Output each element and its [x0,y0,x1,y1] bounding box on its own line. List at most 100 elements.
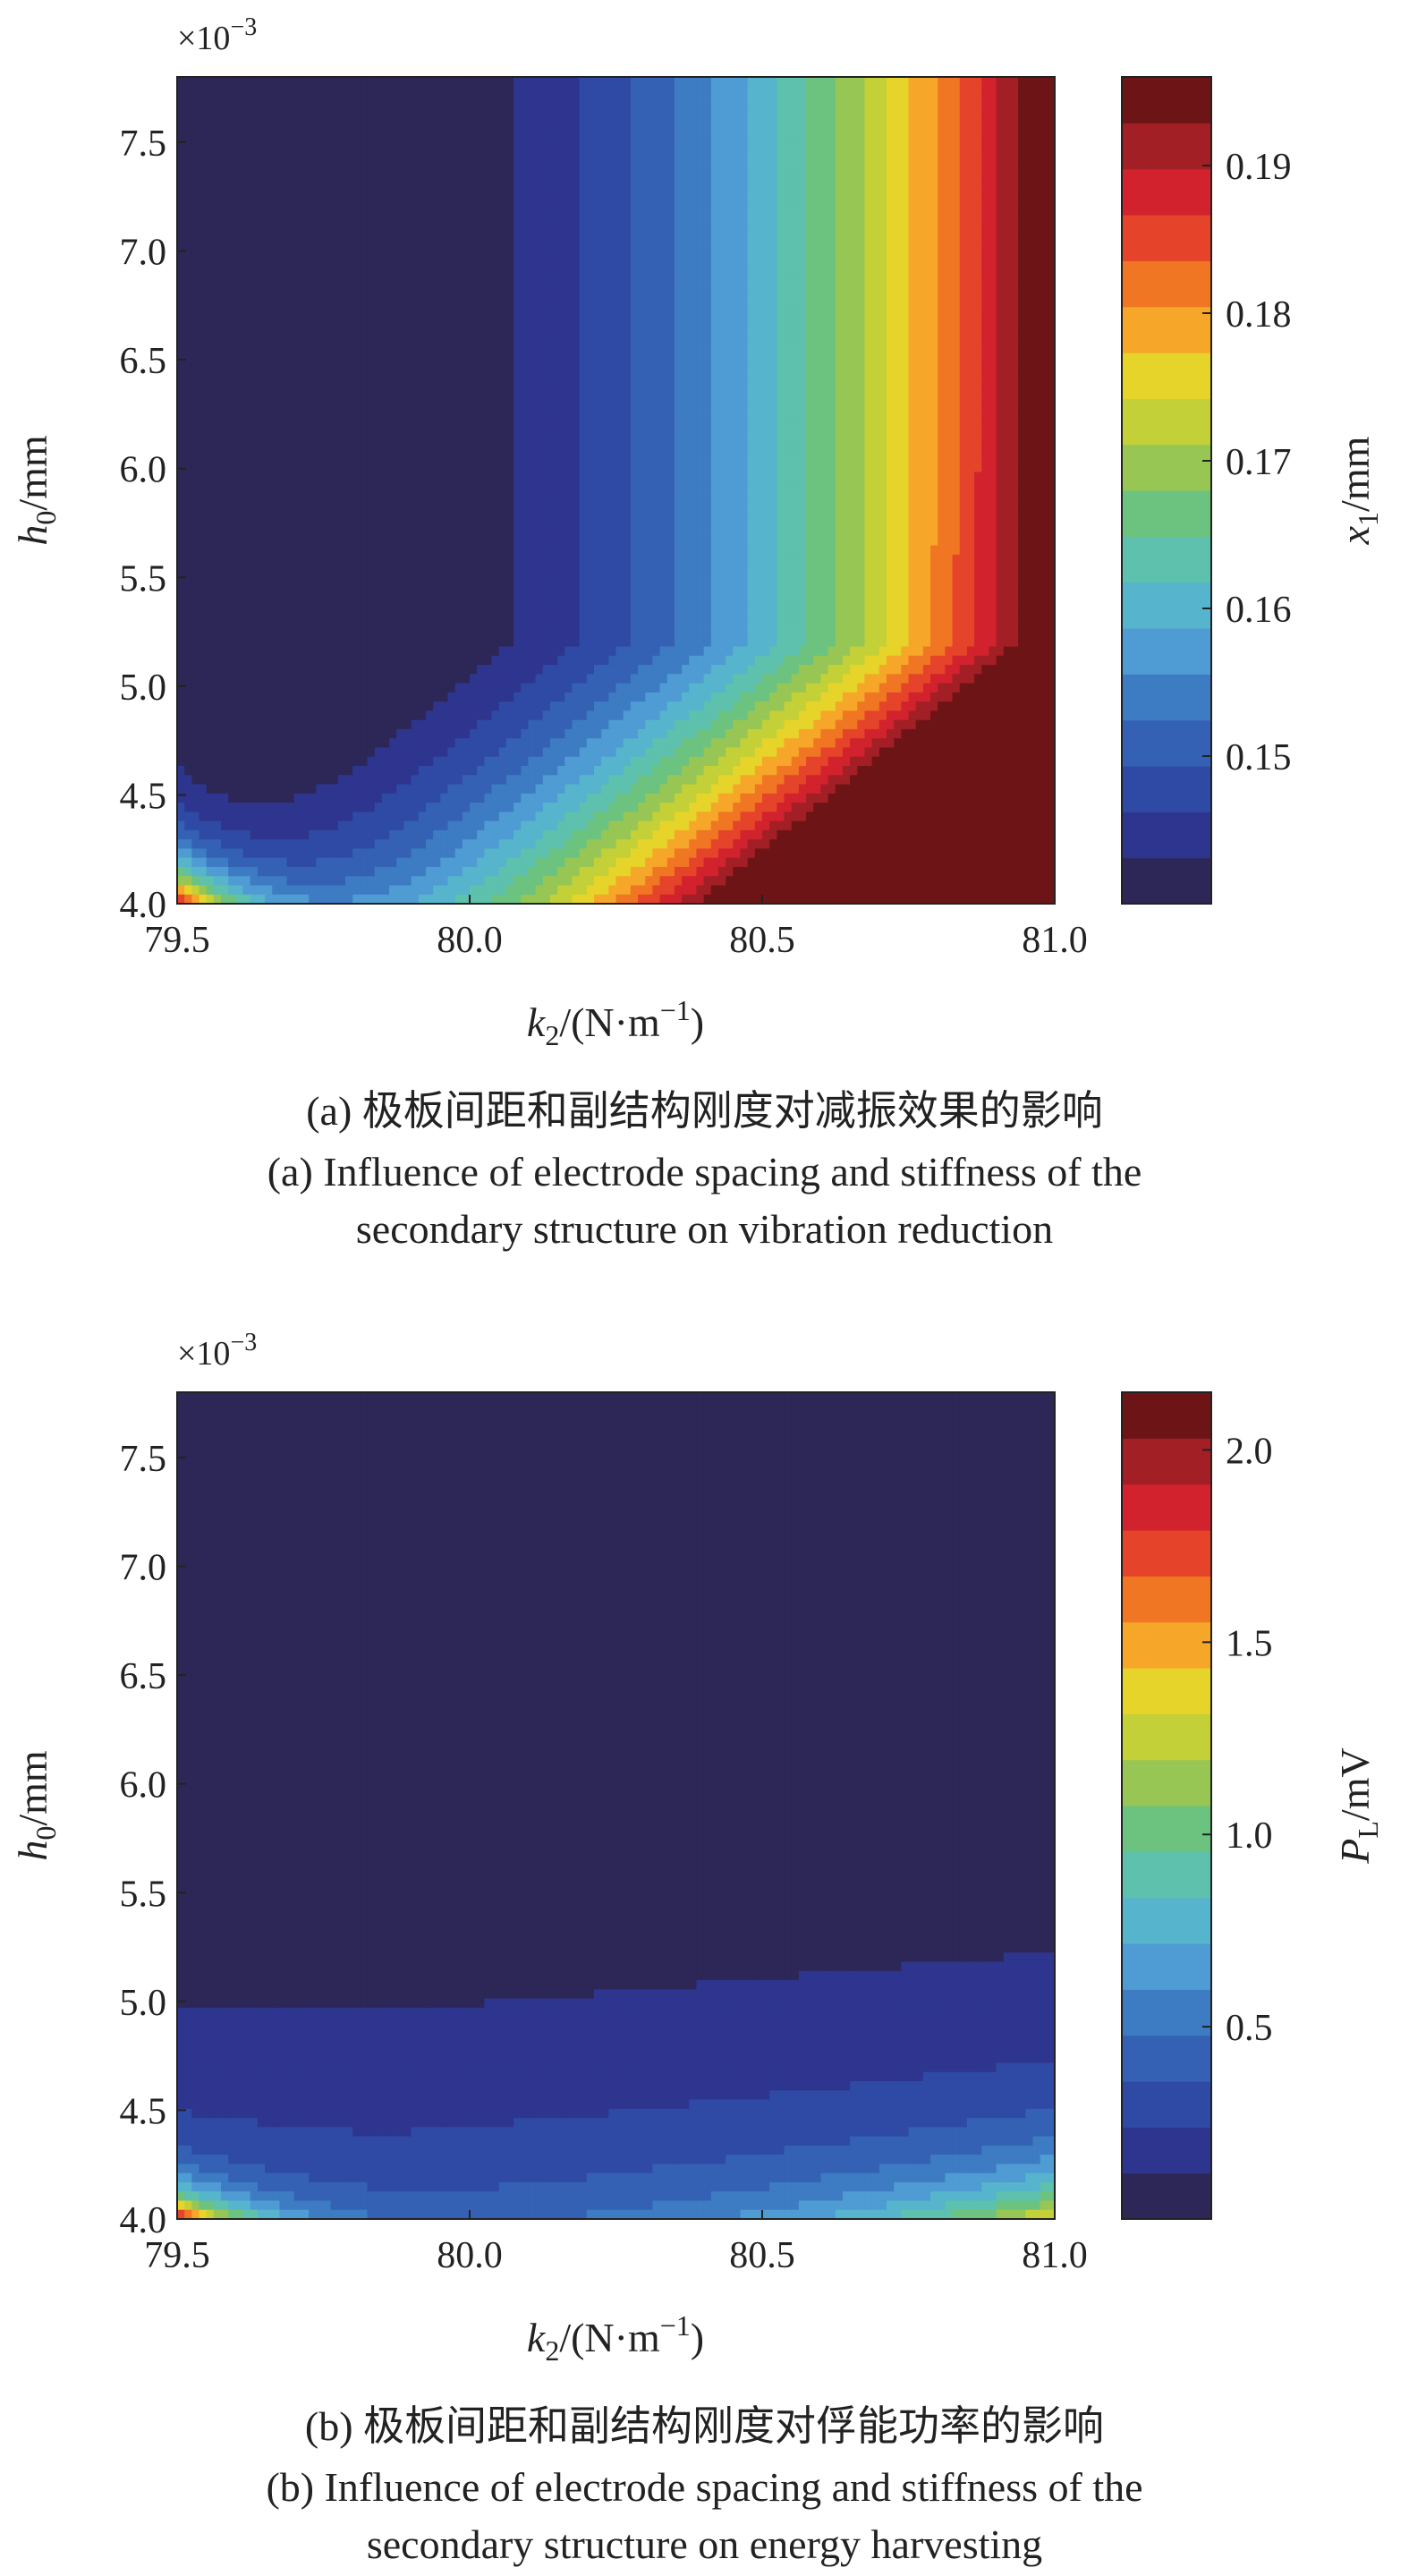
heatmap-cell [798,114,807,123]
heatmap-cell [477,407,485,418]
heatmap-cell [835,269,844,280]
heatmap-cell [191,215,200,225]
heatmap-cell [542,224,551,234]
heatmap-cell [265,123,273,133]
heatmap-cell [966,159,975,170]
heatmap-cell [491,150,500,160]
heatmap-cell [279,215,288,225]
heatmap-cell [886,132,895,142]
heatmap-cell [228,453,237,463]
heatmap-cell [411,288,420,298]
heatmap-cell [505,407,514,418]
heatmap-cell [242,140,251,151]
heatmap-cell [1003,95,1012,106]
heatmap-cell [682,150,690,160]
heatmap-cell [374,353,383,362]
heatmap-cell [498,444,507,455]
heatmap-cell [374,196,383,207]
heatmap-cell [886,86,895,97]
heatmap-cell [682,224,690,234]
heatmap-cell [952,251,961,261]
heatmap-cell [454,140,463,151]
heatmap-cell [703,242,712,252]
heatmap-cell [1040,306,1048,317]
heatmap-cell [959,77,968,87]
heatmap-cell [850,123,858,133]
heatmap-cell [791,416,800,427]
heatmap-cell [974,132,982,142]
heatmap-cell [235,242,244,252]
heatmap-cell [579,114,588,123]
heatmap-cell [608,132,617,142]
heatmap-cell [901,224,910,234]
heatmap-cell [981,251,990,261]
heatmap-cell [886,361,895,372]
heatmap-cell [572,325,581,336]
heatmap-cell [981,343,990,353]
heatmap-cell [279,251,288,261]
heatmap-cell [938,114,946,123]
heatmap-cell [184,205,192,216]
heatmap-cell [659,196,668,207]
heatmap-cell [850,215,858,225]
heatmap-cell [966,196,975,207]
heatmap-cell [206,114,215,123]
heatmap-cell [623,224,632,234]
heatmap-cell [301,353,310,362]
heatmap-cell [608,104,617,115]
heatmap-cell [213,104,222,115]
heatmap-cell [425,140,434,151]
heatmap-cell [572,269,581,280]
heatmap-cell [1003,196,1012,207]
heatmap-cell [828,196,836,207]
heatmap-cell [930,196,938,207]
heatmap-cell [514,140,522,151]
heatmap-cell [505,159,514,170]
heatmap-cell [601,215,609,225]
heatmap-cell [593,398,602,409]
heatmap-cell [820,334,829,344]
heatmap-cell [360,343,369,353]
heatmap-cell [974,95,982,106]
heatmap-cell [769,370,777,381]
heatmap-cell [974,306,982,317]
heatmap-cell [462,389,471,399]
heatmap-cell [293,353,302,362]
heatmap-cell [1032,242,1041,252]
heatmap-cell [462,196,471,207]
heatmap-cell [425,297,434,308]
heatmap-cell [638,370,646,381]
heatmap-cell [623,325,632,336]
heatmap-cell [389,168,397,179]
heatmap-cell [1025,297,1034,308]
heatmap-cell [777,224,785,234]
heatmap-cell [952,114,961,123]
heatmap-cell [945,196,954,207]
heatmap-cell [703,343,712,353]
heatmap-cell [279,132,288,142]
heatmap-cell [740,379,749,390]
heatmap-cell [403,196,412,207]
heatmap-cell [257,196,266,207]
heatmap-cell [835,278,844,289]
heatmap-cell [608,334,617,344]
heatmap-cell [199,205,208,216]
heatmap-cell [842,269,851,280]
heatmap-cell [820,132,829,142]
heatmap-cell [806,315,814,326]
heatmap-cell [703,215,712,225]
heatmap-cell [213,389,222,399]
heatmap-cell [754,187,763,198]
heatmap-cell [177,168,185,179]
heatmap-cell [228,426,237,436]
heatmap-cell [791,398,800,409]
heatmap-cell [411,159,420,170]
heatmap-cell [733,168,742,179]
heatmap-cell [666,278,675,289]
heatmap-cell [754,435,763,446]
heatmap-cell [726,177,734,188]
heatmap-cell [199,86,208,97]
heatmap-cell [740,242,749,252]
heatmap-cell [440,297,449,308]
heatmap-cell [199,444,208,455]
